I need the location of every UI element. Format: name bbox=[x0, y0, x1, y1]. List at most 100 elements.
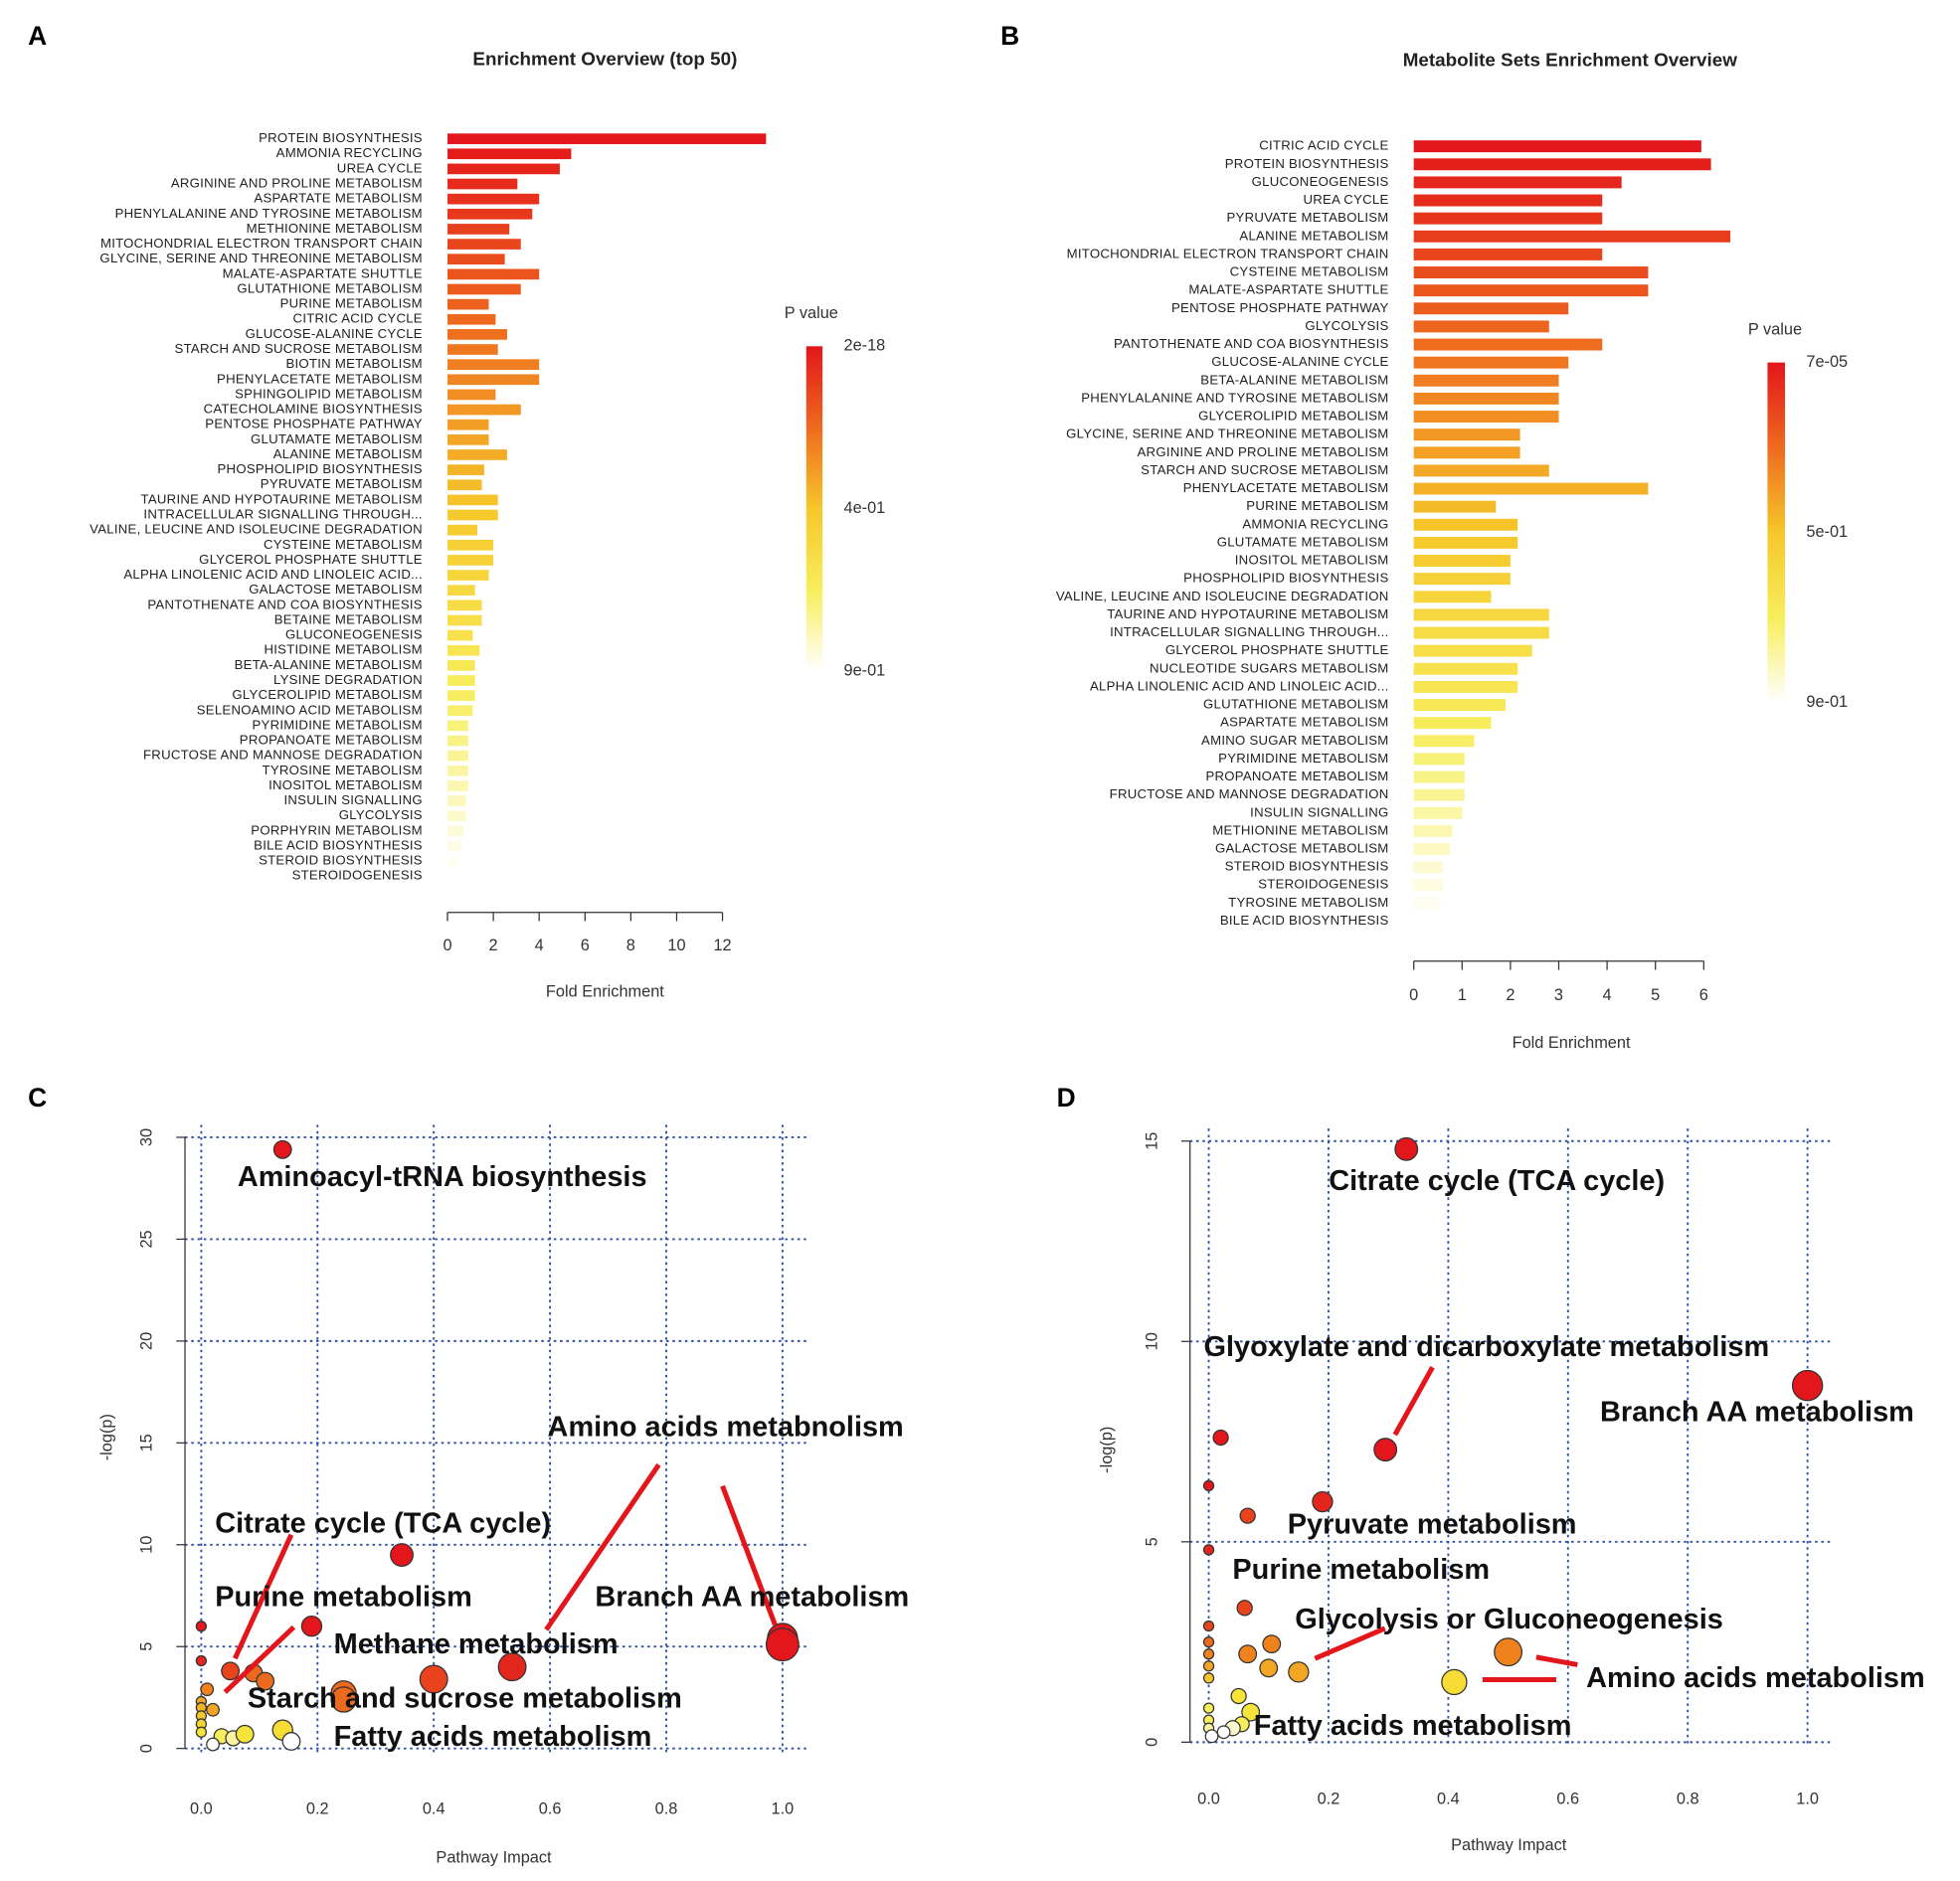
annotation: Glycolysis or Gluconeogenesis bbox=[1295, 1604, 1723, 1635]
bar bbox=[1413, 662, 1518, 675]
y-tick-label: PYRIMIDINE METABOLISM bbox=[1218, 751, 1388, 766]
y-tick-label: METHIONINE METABOLISM bbox=[247, 221, 423, 236]
colorbar-label: 2e-18 bbox=[843, 337, 885, 355]
x-tick-label: 1 bbox=[1458, 986, 1467, 1004]
y-tick-label: GLYCINE, SERINE AND THREONINE METABOLISM bbox=[99, 251, 422, 265]
x-tick-label: 0.0 bbox=[1197, 1791, 1220, 1808]
point bbox=[1312, 1490, 1334, 1513]
y-tick-label: METHIONINE METABOLISM bbox=[1212, 822, 1388, 837]
y-tick-label: PENTOSE PHOSPHATE PATHWAY bbox=[205, 417, 423, 431]
bar bbox=[1413, 608, 1549, 621]
annotation: Purine metabolism bbox=[215, 1581, 472, 1613]
panel-letter: D bbox=[1057, 1083, 1076, 1112]
y-tick-label: BILE ACID BIOSYNTHESIS bbox=[1220, 913, 1389, 928]
y-tick-label: PROPANOATE METABOLISM bbox=[240, 733, 423, 748]
y-tick-label: ALANINE METABOLISM bbox=[273, 446, 423, 461]
y-tick-label: PYRUVATE METABOLISM bbox=[261, 476, 423, 491]
x-tick-label: 2 bbox=[1506, 986, 1515, 1004]
bar bbox=[1413, 392, 1559, 405]
y-tick-label: 0 bbox=[138, 1744, 156, 1753]
colorbar-label: 5e-01 bbox=[1806, 523, 1848, 541]
point bbox=[1204, 1729, 1219, 1744]
bar bbox=[447, 298, 489, 310]
y-tick-label: PROPANOATE METABOLISM bbox=[1205, 769, 1388, 783]
y-tick-label: SELENOAMINO ACID METABOLISM bbox=[197, 702, 423, 717]
point bbox=[390, 1543, 414, 1567]
bar bbox=[1413, 626, 1549, 639]
y-tick-label: PANTOTHENATE AND COA BIOSYNTHESIS bbox=[147, 597, 423, 611]
annotation: Branch AA metabolism bbox=[595, 1581, 909, 1613]
x-axis-label: Fold Enrichment bbox=[1513, 1034, 1631, 1052]
colorbar bbox=[1767, 362, 1786, 703]
bar bbox=[1413, 428, 1520, 441]
point bbox=[1394, 1136, 1419, 1161]
y-tick-label: PROTEIN BIOSYNTHESIS bbox=[259, 130, 423, 145]
y-tick-label: STARCH AND SUCROSE METABOLISM bbox=[175, 341, 423, 356]
point bbox=[1236, 1600, 1253, 1617]
y-tick-label: CATECHOLAMINE BIOSYNTHESIS bbox=[204, 402, 423, 417]
bar bbox=[1413, 248, 1603, 260]
y-tick-label: HISTIDINE METABOLISM bbox=[264, 642, 422, 657]
y-tick-label: PURINE METABOLISM bbox=[280, 296, 423, 311]
colorbar-label: 9e-01 bbox=[843, 661, 885, 679]
y-tick-label: ASPARTATE METABOLISM bbox=[1220, 715, 1388, 730]
y-tick-label: PHENYLALANINE AND TYROSINE METABOLISM bbox=[115, 206, 423, 221]
bar bbox=[447, 494, 498, 506]
y-tick-label: ALANINE METABOLISM bbox=[1239, 228, 1388, 243]
y-tick-label: CITRIC ACID CYCLE bbox=[293, 311, 423, 326]
annotation: Starch and sucrose metabolism bbox=[248, 1682, 682, 1714]
annotation: Fatty acids metabolism bbox=[334, 1721, 652, 1753]
y-tick-label: STARCH AND SUCROSE METABOLISM bbox=[1141, 462, 1388, 477]
bar bbox=[447, 735, 468, 747]
y-tick-label: BILE ACID BIOSYNTHESIS bbox=[254, 837, 423, 852]
y-tick-label: GLYCEROLIPID METABOLISM bbox=[1198, 409, 1388, 424]
bar bbox=[447, 825, 464, 837]
bar bbox=[447, 239, 521, 250]
point bbox=[1202, 1672, 1215, 1684]
x-tick-label: 0.4 bbox=[423, 1800, 445, 1818]
leader-line bbox=[1314, 1625, 1386, 1661]
leaders bbox=[223, 1366, 1578, 1694]
x-tick-label: 0.6 bbox=[1556, 1791, 1579, 1808]
panel-letter: C bbox=[28, 1083, 47, 1112]
point bbox=[497, 1652, 527, 1682]
bar bbox=[447, 419, 489, 430]
point bbox=[1494, 1637, 1523, 1667]
y-tick-label: GLYCOLYSIS bbox=[339, 807, 423, 822]
chart-title: Metabolite Sets Enrichment Overview bbox=[1403, 50, 1737, 71]
bar bbox=[447, 660, 475, 671]
y-tick-label: 5 bbox=[138, 1642, 156, 1651]
bar bbox=[447, 374, 540, 386]
bar bbox=[447, 359, 540, 370]
y-tick-label: CYSTEINE METABOLISM bbox=[1230, 264, 1389, 279]
y-tick-label: 25 bbox=[138, 1230, 156, 1248]
bar bbox=[447, 810, 466, 822]
panel-letter: A bbox=[28, 21, 47, 51]
bar bbox=[1413, 500, 1497, 513]
bar bbox=[1413, 446, 1520, 459]
bar bbox=[1413, 518, 1518, 531]
point bbox=[1791, 1369, 1824, 1402]
x-tick-label: 6 bbox=[581, 937, 590, 954]
y-tick-label: AMMONIA RECYCLING bbox=[1242, 516, 1388, 531]
bar bbox=[447, 750, 468, 762]
x-axis-label: Pathway Impact bbox=[1451, 1836, 1567, 1854]
y-tick-label: GLUTATHIONE METABOLISM bbox=[237, 280, 423, 295]
y-tick-label: TYROSINE METABOLISM bbox=[1228, 895, 1388, 910]
bar bbox=[447, 464, 484, 475]
point bbox=[1202, 1648, 1215, 1660]
y-tick-label: 15 bbox=[138, 1434, 156, 1452]
y-tick-label: TAURINE AND HYPOTAURINE METABOLISM bbox=[1107, 606, 1388, 621]
annotation: Amino acids metabolism bbox=[1586, 1662, 1925, 1694]
chart-title: Enrichment Overview (top 50) bbox=[472, 48, 737, 69]
y-tick-label: 30 bbox=[138, 1128, 156, 1146]
y-tick-label: GLUTAMATE METABOLISM bbox=[251, 431, 423, 446]
point bbox=[1230, 1687, 1247, 1705]
bar bbox=[447, 163, 560, 175]
bar bbox=[1413, 753, 1465, 766]
bar bbox=[1413, 644, 1532, 657]
bar bbox=[1413, 591, 1492, 603]
point bbox=[235, 1724, 255, 1744]
